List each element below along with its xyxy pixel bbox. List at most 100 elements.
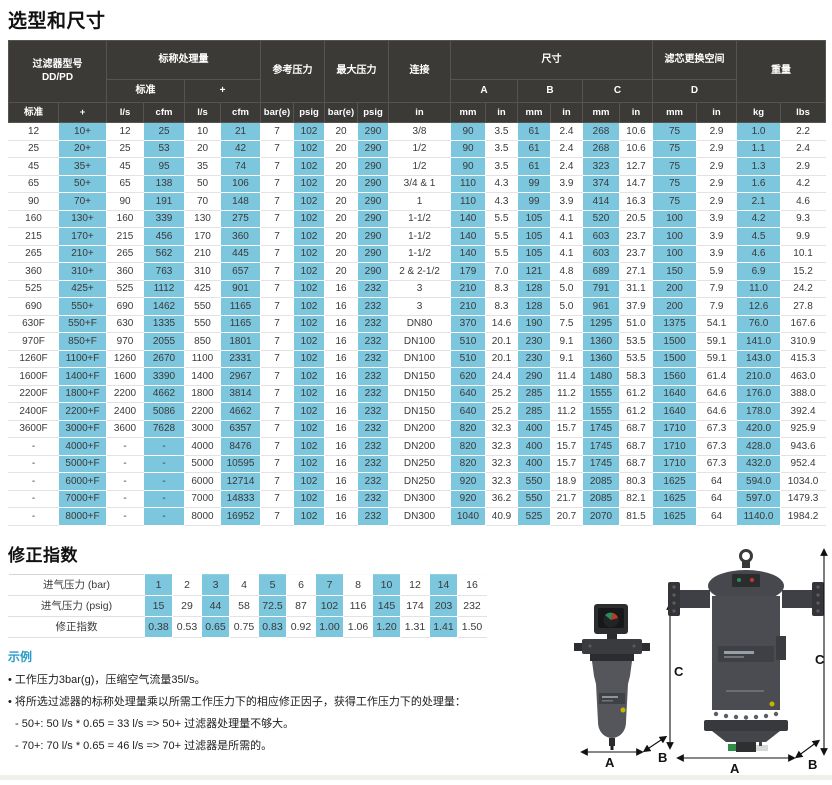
table-cell: 36.2 [485,489,518,508]
table-cell: 102 [293,384,325,403]
table-cell: 2.9 [696,122,738,141]
table-cell: 25.2 [485,384,518,403]
table-cell: 58.3 [618,367,654,386]
table-cell: 232 [357,489,389,508]
table-cell: - [8,489,59,508]
table-cell: 130+ [58,209,107,228]
small-filter-illustration [574,604,650,750]
table-cell: 23.7 [618,227,654,246]
table-cell: 2967 [220,367,261,386]
table-cell: 1480 [582,367,620,386]
table-cell: 20 [184,139,221,158]
table-cell: 690 [8,297,59,316]
table-cell: 1984.2 [780,507,827,526]
table-cell: 952.4 [780,454,827,473]
table-cell: 414 [582,192,620,211]
table-cell: 1500 [652,349,698,368]
table-cell: 1479.3 [780,489,827,508]
table-cell: 10 [372,573,401,596]
table-cell: 61.4 [696,367,738,386]
table-cell: 24.4 [485,367,518,386]
large-filter-illustration [668,549,824,752]
table-cell: 7 [260,489,294,508]
table-cell: 7628 [143,419,185,438]
table-cell: - [106,454,144,473]
table-cell: 630 [106,314,144,333]
table-cell: 0.83 [258,615,287,638]
table-cell: 425 [184,279,221,298]
table-cell: 145 [372,594,401,617]
table-cell: 76.0 [736,314,782,333]
table-cell: 64 [696,489,738,508]
table-cell: 100 [652,244,698,263]
table-cell: 12 [400,573,430,596]
table-cell: 0.75 [229,615,259,638]
table-cell: 67.3 [696,437,738,456]
table-cell: 75 [652,139,698,158]
table-cell: 268 [582,122,620,141]
table-cell: 16 [324,419,358,438]
table-cell: 690 [106,297,144,316]
table-cell: 3.5 [485,122,518,141]
table-cell: 11.2 [550,402,583,421]
table-cell: 67.3 [696,454,738,473]
table-cell: 100 [652,227,698,246]
table-cell: 10.6 [618,122,654,141]
table-row: 690 550+ 690 1462 550 1165 7 102 16 232 3 210 8.3 128… [8,297,827,316]
table-row: 45 35+ 45 95 35 74 7 102 20 290 1/2 90 3.5 61 2.4 323 12… [8,157,827,176]
table-cell: 961 [582,297,620,316]
table-cell: - [106,472,144,491]
table-cell: - [143,507,185,526]
table-cell: 35+ [58,157,107,176]
table-cell: 102 [293,454,325,473]
table-cell: 7 [260,139,294,158]
table-cell: 7 [260,507,294,526]
table-cell: 232 [357,419,389,438]
table-cell: 4.1 [550,209,583,228]
table-cell: 392.4 [780,402,827,421]
table-row: -4000+F - -4000 8476 7 102 16 232 DN200 820 32.3 40… [8,437,827,456]
table-cell: 1560 [652,367,698,386]
table-cell: 1.0 [736,122,782,141]
table-cell: 2200F [8,384,59,403]
table-cell: 7 [260,192,294,211]
table-cell: 3000+F [58,419,107,438]
header-filter-model-line2: DD/PD [41,71,74,83]
table-cell: 1260 [106,349,144,368]
page-title: 选型和尺寸 [8,11,106,32]
table-cell: 1745 [582,454,620,473]
table-cell: 102 [293,297,325,316]
table-row: -5000+F - -5000 10595 7 102 16 232 DN250 820 32.3 4… [8,454,827,473]
table-cell: 2.9 [696,139,738,158]
table-cell: 121 [517,262,551,281]
table-row: 25 20+ 25 53 20 42 7 102 20 290 1/2 90 3.5 61 2.4 268 10… [8,139,827,158]
table-cell: 25 [8,139,59,158]
table-cell: 901 [220,279,261,298]
table-cell: 1640 [652,384,698,403]
table-row: 215 170+ 215 456 170 360 7 102 20 290 1-1/2 140 5.5 1… [8,227,827,246]
table-cell: 3000 [184,419,221,438]
table-cell: 190 [517,314,551,333]
table-cell: 10.1 [780,244,827,263]
table-cell: 102 [293,349,325,368]
table-cell: 2200 [106,384,144,403]
table-row: 1600F 1400+F 1600 3390 1400 2967 7 102 16 232 DN15… [8,367,827,386]
table-cell: 7.0 [485,262,518,281]
table-cell: 20.1 [485,349,518,368]
table-cell: 4662 [220,402,261,421]
table-cell: 29 [172,594,202,617]
table-cell: 4.2 [780,174,827,193]
table-cell: 54.1 [696,314,738,333]
table-cell: 32.3 [485,419,518,438]
table-cell: 8.3 [485,279,518,298]
table-cell: 525 [8,279,59,298]
table-cell: 215 [106,227,144,246]
table-cell: 2 [172,573,202,596]
table-cell: 167.6 [780,314,827,333]
table-cell: 425+ [58,279,107,298]
table-cell: 7 [260,297,294,316]
table-cell: 65 [106,174,144,193]
unit-header: cfm [143,102,185,123]
table-cell: 232 [357,402,389,421]
table-cell: 2.9 [696,157,738,176]
